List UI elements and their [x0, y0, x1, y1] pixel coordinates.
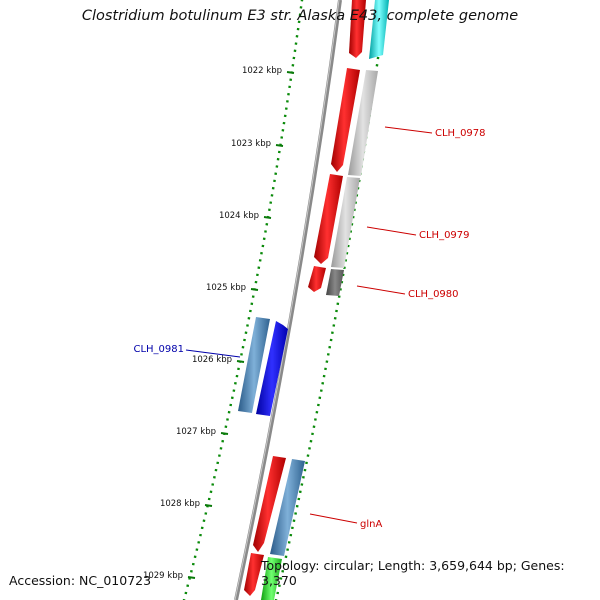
- tick-marks: [187, 71, 295, 579]
- genome-summary: Topology: circular; Length: 3,659,644 bp…: [261, 558, 565, 588]
- tick-label: 1028 kbp: [160, 499, 200, 509]
- tick-1027: [220, 432, 229, 435]
- gene-label-clh-0980[interactable]: CLH_0980: [408, 289, 459, 300]
- gene-feature-red[interactable]: [349, 0, 366, 58]
- gene-feature-red[interactable]: [253, 456, 286, 552]
- tick-label: 1025 kbp: [206, 283, 246, 293]
- tick-1025: [250, 288, 259, 291]
- tick-1022: [286, 71, 295, 74]
- gene-feature-grey[interactable]: [331, 177, 360, 268]
- accession-label: Accession: NC_010723: [9, 573, 152, 588]
- gene-feature-red[interactable]: [331, 68, 360, 172]
- tick-1028: [204, 504, 213, 507]
- tick-labels: 1022 kbp 1023 kbp 1024 kbp 1025 kbp 1026…: [143, 66, 282, 581]
- gene-feature-blue[interactable]: [256, 321, 288, 416]
- gene-feature-red[interactable]: [244, 553, 264, 596]
- genome-title: Clostridium botulinum E3 str. Alaska E43…: [81, 8, 519, 24]
- genome-backbone: [234, 0, 342, 600]
- tick-label: 1026 kbp: [192, 355, 232, 365]
- gene-feature-grey[interactable]: [348, 70, 378, 176]
- leader-line: [185, 349, 241, 358]
- tick-1023: [275, 144, 284, 147]
- gene-feature-steel[interactable]: [238, 317, 270, 413]
- leader-line: [366, 226, 417, 236]
- tick-1026: [236, 360, 245, 363]
- gene-label-clh-0978[interactable]: CLH_0978: [435, 128, 486, 139]
- leader-lines: [185, 126, 433, 524]
- leader-line: [356, 285, 406, 295]
- forward-features: [238, 0, 389, 600]
- tick-label: 1024 kbp: [219, 211, 259, 221]
- gene-feature-red[interactable]: [308, 266, 326, 292]
- tick-label: 1029 kbp: [143, 571, 183, 581]
- gene-feature-green[interactable]: [261, 557, 282, 600]
- tick-1029: [187, 576, 196, 579]
- gene-feature-steel[interactable]: [270, 459, 305, 556]
- tick-label: 1027 kbp: [176, 427, 216, 437]
- gene-feature-cyan[interactable]: [369, 0, 389, 59]
- gene-feature-dark-grey[interactable]: [326, 269, 344, 296]
- leader-line: [309, 513, 358, 524]
- tick-label: 1022 kbp: [242, 66, 282, 76]
- tick-label: 1023 kbp: [231, 139, 271, 149]
- gene-label-clh-0979[interactable]: CLH_0979: [419, 230, 470, 241]
- gene-label-clh-0981[interactable]: CLH_0981: [133, 344, 184, 355]
- genome-backbone-highlight: [234, 0, 340, 600]
- leader-line: [384, 126, 433, 134]
- gene-feature-red[interactable]: [314, 174, 343, 264]
- tick-1024: [263, 216, 272, 219]
- gene-labels: CLH_0978 CLH_0979 CLH_0980 CLH_0981 glnA: [133, 128, 485, 530]
- gene-label-glna[interactable]: glnA: [360, 519, 382, 530]
